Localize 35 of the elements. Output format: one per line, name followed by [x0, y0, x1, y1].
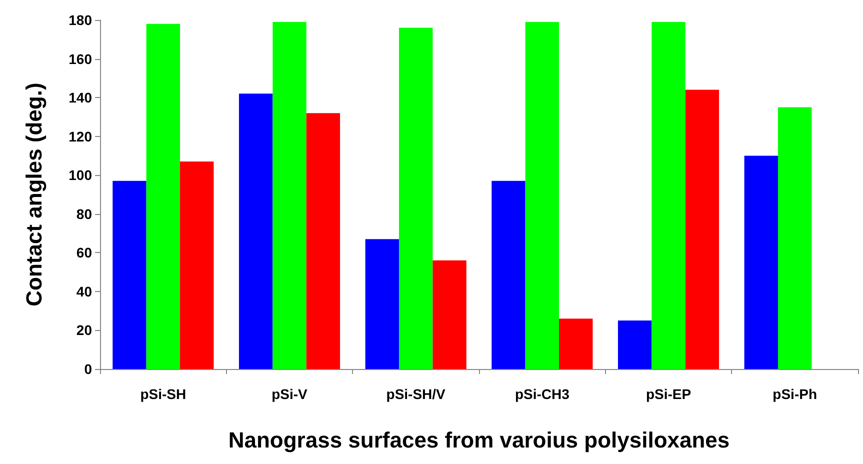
bar: [778, 107, 812, 369]
y-tick-label: 40: [76, 283, 92, 300]
y-axis-title: Contact angles (deg.): [22, 82, 46, 306]
y-tick-label: 0: [84, 361, 92, 377]
bar: [112, 180, 146, 369]
x-axis-title: Nanograss surfaces from varoius polysiloxanes: [228, 428, 730, 452]
x-tick-label: pSi-SH/V: [386, 386, 446, 402]
x-tick-label: pSi-Ph: [772, 386, 818, 402]
y-tick-label: 180: [68, 12, 92, 28]
bar: [238, 94, 273, 369]
y-tick-label: 60: [76, 244, 92, 261]
x-tick-label: pSi-V: [272, 386, 308, 402]
bar: [432, 260, 466, 369]
bar: [559, 318, 593, 369]
y-tick-label: 20: [76, 322, 92, 338]
y-tick-label: 140: [68, 90, 92, 106]
bar: [525, 22, 560, 369]
y-tick-label: 160: [68, 50, 92, 67]
bar: [272, 22, 306, 369]
x-tick-label: pSi-CH3: [514, 386, 570, 402]
y-tick-label: 120: [68, 128, 92, 144]
bar: [618, 320, 652, 369]
bar: [652, 22, 686, 369]
x-tick-label: pSi-EP: [646, 386, 692, 402]
bar: [306, 113, 340, 369]
bar: [365, 239, 399, 369]
bar: [492, 180, 526, 369]
y-tick-label: 80: [76, 206, 92, 222]
x-tick-label: pSi-SH: [140, 386, 186, 402]
bar: [685, 90, 720, 369]
bar: [398, 28, 433, 369]
y-tick-label: 100: [68, 167, 92, 184]
bar: [146, 24, 180, 369]
bar: [180, 162, 214, 369]
bar: [744, 156, 778, 369]
